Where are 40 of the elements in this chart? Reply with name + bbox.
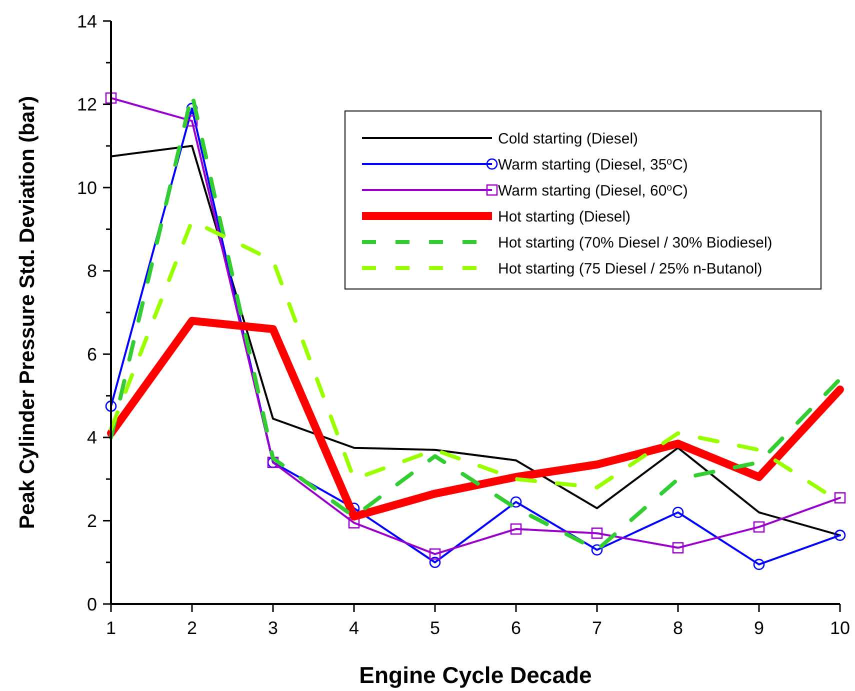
point — [429, 548, 441, 560]
y-tick-label: 12 — [76, 94, 97, 115]
y-tick-label: 6 — [86, 344, 97, 364]
point — [591, 544, 603, 556]
y-tick-label: 0 — [86, 594, 97, 614]
x-tick-label: 4 — [348, 618, 360, 638]
point — [672, 542, 684, 554]
point — [429, 556, 441, 568]
point — [834, 530, 846, 541]
y-tick-label: 2 — [86, 511, 97, 532]
x-tick-label: 9 — [754, 618, 764, 638]
y-axis-title: Peak Cylinder Pressure Std. Deviation (bar) — [16, 96, 39, 529]
point — [753, 521, 765, 533]
point — [672, 506, 684, 518]
x-tick-label: 5 — [430, 618, 440, 638]
x-tick-label: 3 — [268, 618, 278, 638]
point — [834, 492, 846, 504]
y-tick-label: 14 — [76, 11, 97, 32]
point — [105, 400, 117, 412]
x-tick-label: 8 — [672, 618, 684, 638]
x-tick-label: 1 — [106, 618, 116, 638]
point — [591, 528, 603, 539]
legend-label: Hot starting (Diesel) — [498, 208, 631, 226]
x-axis-title: Engine Cycle Decade — [359, 662, 592, 688]
x-tick-label: 2 — [186, 618, 198, 638]
x-tick-label: 10 — [830, 618, 850, 638]
y-tick-label: 4 — [86, 428, 97, 448]
legend-label: Cold starting (Diesel) — [498, 130, 638, 148]
point — [105, 92, 117, 104]
x-tick-label: 6 — [510, 618, 522, 638]
point — [753, 558, 765, 570]
x-tick-label: 7 — [592, 618, 602, 638]
legend-label: Warm starting (Diesel, 60$^{o}$C) — [498, 182, 688, 200]
legend-label: Hot starting (75 Diesel / 25% n-Butanol) — [498, 260, 762, 278]
legend-label: Hot starting (70% Diesel / 30% Biodiesel) — [498, 234, 772, 252]
y-tick-label: 10 — [76, 178, 97, 198]
point — [510, 496, 522, 508]
y-tick-label: 8 — [86, 261, 97, 282]
legend-label: Warm starting (Diesel, 35$^{o}$C) — [498, 156, 688, 174]
point — [510, 523, 522, 535]
